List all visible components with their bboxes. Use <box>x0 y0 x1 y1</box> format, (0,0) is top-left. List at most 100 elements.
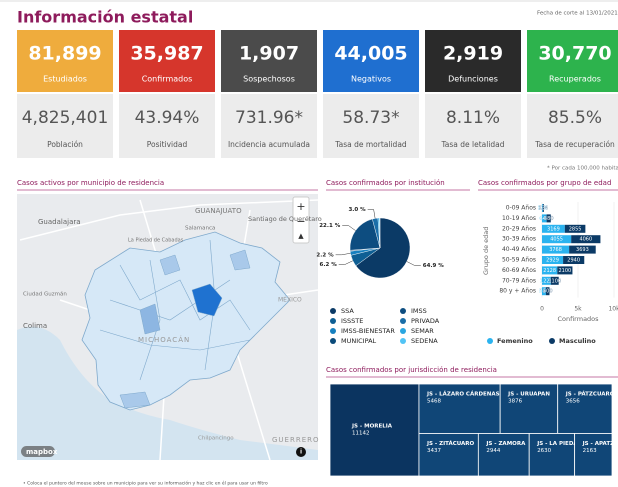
bar-segment[interactable] <box>545 287 550 296</box>
municipality-low[interactable] <box>119 249 251 409</box>
x-axis-title: Confirmados <box>557 315 599 323</box>
zoom-control[interactable] <box>292 196 310 244</box>
bar-value-label: 500 <box>543 289 553 295</box>
legend-label[interactable]: PRIVADA <box>411 317 440 325</box>
pie-slice[interactable] <box>355 217 411 279</box>
legend-label[interactable]: MUNICIPAL <box>341 337 377 345</box>
stat-card <box>221 94 317 158</box>
treemap-label: JS - LÁZARO CÁRDENAS <box>426 391 500 398</box>
treemap-cell[interactable] <box>330 384 420 476</box>
bar-segment[interactable] <box>542 224 565 233</box>
kpi-value: 35,987 <box>130 43 203 65</box>
legend-label[interactable]: Masculino <box>559 337 596 345</box>
legend-swatch[interactable] <box>330 338 336 344</box>
treemap-value: 11142 <box>352 431 370 437</box>
zoom-out[interactable]: − <box>296 215 305 228</box>
municipality-mid[interactable] <box>139 303 161 335</box>
kpi-label: Recuperados <box>549 75 601 84</box>
bar-segment[interactable] <box>546 214 551 223</box>
bar-segment[interactable] <box>542 235 572 244</box>
bar-segment[interactable] <box>550 276 559 285</box>
map-label: Ciudad Guzmán <box>23 291 67 298</box>
bar-value-label: 120 <box>538 206 548 212</box>
legend-label[interactable]: IMSS-BIENESTAR <box>341 327 395 335</box>
mapbox-logo-bg <box>21 446 55 457</box>
stat-value: 4,825,401 <box>22 108 109 128</box>
treemap-cell[interactable] <box>574 433 612 476</box>
legend-label[interactable]: Femenino <box>497 337 533 345</box>
kpi-value: 30,770 <box>538 43 611 65</box>
bar-segment[interactable] <box>542 287 546 296</box>
bar-value-label: 134 <box>539 206 549 212</box>
legend-label[interactable]: ISSSTE <box>341 317 363 325</box>
bar-value-label: 3768 <box>549 247 562 253</box>
kpi-label: Defunciones <box>448 75 498 84</box>
info-button[interactable] <box>296 447 306 457</box>
page-title: Información estatal <box>17 8 193 27</box>
bar-value-label: 4055 <box>550 237 563 243</box>
zoom-in[interactable]: + <box>296 200 305 213</box>
pie-leader <box>335 253 351 256</box>
legend-label[interactable]: SEDENA <box>411 337 438 345</box>
bar-segment[interactable] <box>542 214 547 223</box>
pie-slice[interactable] <box>379 217 381 249</box>
legend-label[interactable]: IMSS <box>411 307 427 315</box>
bar-segment[interactable] <box>542 245 570 254</box>
stat-value: 8.11% <box>446 108 500 128</box>
stat-label: Tasa de mortalidad <box>334 140 407 149</box>
bar-segment[interactable] <box>557 266 573 275</box>
bar-value-label: 640 <box>540 216 550 222</box>
stat-value: 58.73* <box>342 108 399 128</box>
bar-segment[interactable] <box>563 256 585 264</box>
bar-segment[interactable] <box>571 235 601 244</box>
kpi-card <box>527 30 618 92</box>
bar-segment[interactable] <box>542 256 564 264</box>
treemap-cell[interactable] <box>528 433 576 476</box>
municipality-high[interactable] <box>191 283 223 317</box>
legend-swatch[interactable] <box>400 338 406 344</box>
bar-segment[interactable] <box>542 204 543 212</box>
legend-swatch[interactable] <box>330 308 336 314</box>
bar-segment[interactable] <box>569 245 596 254</box>
map-footnote: • Coloca el puntero del mouse sobre un m… <box>23 480 268 487</box>
treemap-cell[interactable] <box>418 433 479 476</box>
legend-swatch[interactable] <box>400 318 406 324</box>
map-label: MÉXICO <box>278 296 302 304</box>
treemap-value: 2630 <box>537 448 551 454</box>
legend-swatch[interactable] <box>487 338 493 344</box>
map-label: GUANAJUATO <box>195 207 242 215</box>
stat-card <box>17 94 113 158</box>
legend-label[interactable]: SSA <box>341 307 354 315</box>
bar-segment[interactable] <box>542 204 544 212</box>
map[interactable]: + − ▲ i Guadalajara GUANAJUATO Santiago de… <box>17 194 322 461</box>
kpi-card <box>221 30 317 92</box>
treemap-cell[interactable] <box>557 384 612 434</box>
y-tick-label: 0-09 Años <box>506 205 536 212</box>
compass[interactable]: ▲ <box>298 232 304 240</box>
pie-label: 22.1 % <box>319 223 340 229</box>
treemap-cell[interactable] <box>418 384 501 434</box>
legend-swatch[interactable] <box>330 318 336 324</box>
legend-swatch[interactable] <box>330 328 336 334</box>
bar-segment[interactable] <box>542 266 558 275</box>
bar-value-label: 1220 <box>540 278 553 284</box>
treemap-value: 2163 <box>583 448 597 454</box>
kpi-label: Negativos <box>351 75 391 84</box>
map-label: Santiago de Querétaro <box>248 215 322 223</box>
legend-swatch[interactable] <box>549 338 555 344</box>
bar-value-label: 3693 <box>576 247 589 253</box>
treemap-value: 3656 <box>566 399 580 405</box>
legend-swatch[interactable] <box>400 328 406 334</box>
legend-label[interactable]: SEMAR <box>411 327 434 335</box>
y-tick-label: 70-79 Años <box>502 277 536 284</box>
stat-card <box>527 94 618 158</box>
bar-segment[interactable] <box>564 224 586 233</box>
bar-segment[interactable] <box>542 276 551 285</box>
kpi-label: Confirmados <box>142 75 193 84</box>
legend-swatch[interactable] <box>400 308 406 314</box>
treemap-cell[interactable] <box>477 433 530 476</box>
state-shape[interactable] <box>81 231 291 411</box>
footnote-note: * Por cada 100,000 habitantes <box>547 166 618 172</box>
y-tick-label: 60-69 Años <box>502 267 536 274</box>
